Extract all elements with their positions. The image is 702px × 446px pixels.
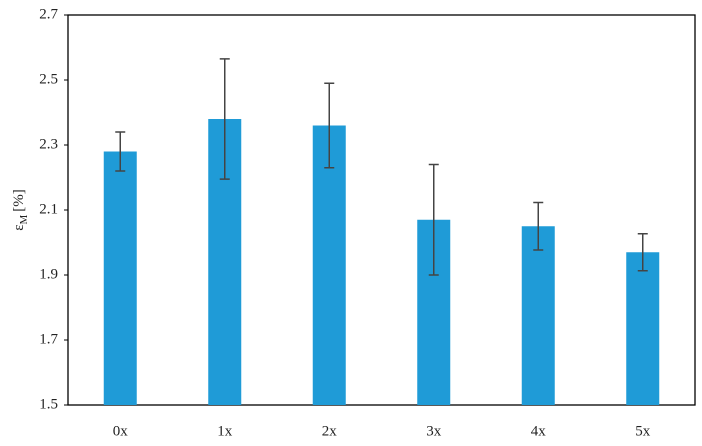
x-tick-label: 2x [322,423,338,439]
bar [626,252,660,405]
x-tick-label: 3x [426,423,442,439]
y-label-symbol: ε [11,224,27,230]
bar [521,226,555,405]
x-tick-label: 4x [531,423,547,439]
error-bar [637,232,648,272]
x-tick-label: 1x [217,423,233,439]
y-axis-label: εM [%] [11,189,29,231]
y-tick-label: 1.5 [39,396,58,412]
error-bar [428,163,439,276]
y-tick-label: 2.5 [39,71,58,87]
error-bar [115,131,126,172]
y-tick-label: 2.1 [39,201,58,217]
bar [103,151,137,405]
y-tick-label: 1.9 [39,266,58,282]
plot-frame [67,14,696,406]
y-tick-label: 2.3 [39,136,58,152]
error-bar [533,201,544,251]
error-bar [219,58,230,180]
y-label-subscript: M [18,214,30,224]
bar [312,125,346,405]
x-tick-label: 0x [113,423,129,439]
error-bar [324,82,335,169]
y-label-unit: [%] [11,189,27,212]
y-tick-label: 1.7 [39,331,58,347]
y-tick-label: 2.7 [39,6,58,22]
x-tick-label: 5x [635,423,651,439]
